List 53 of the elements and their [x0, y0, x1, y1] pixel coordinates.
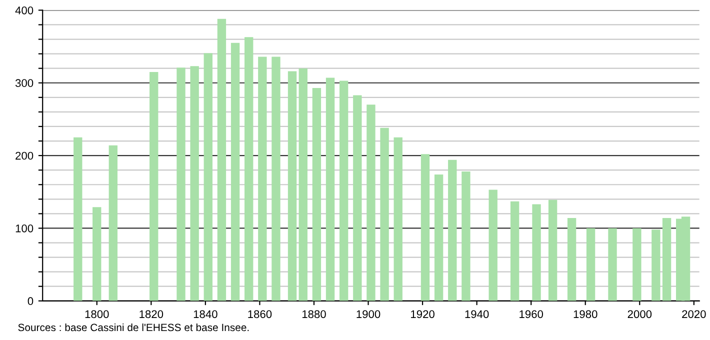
x-tick-label: 1900 [356, 310, 380, 318]
bar [448, 160, 457, 301]
bar [652, 230, 660, 301]
x-tick-label: 1940 [465, 310, 489, 318]
bar [608, 228, 617, 301]
bar [532, 204, 541, 301]
bar [548, 200, 558, 301]
bar [258, 56, 267, 301]
bar [662, 218, 672, 301]
bar [92, 207, 102, 301]
bar [420, 154, 430, 301]
bar [394, 137, 402, 301]
bar [244, 37, 254, 301]
bar [272, 56, 280, 301]
y-tick-label: 0 [28, 297, 34, 306]
x-tick-label: 1960 [520, 310, 544, 318]
bar [632, 228, 642, 301]
y-tick-label: 300 [15, 79, 34, 88]
x-tick-label: 1860 [248, 310, 272, 318]
y-tick-label: 400 [15, 6, 34, 14]
bar [434, 174, 444, 301]
source-note: Sources : base Cassini de l'EHESS et base Insee. [18, 323, 249, 332]
bar [230, 42, 240, 301]
bar [366, 104, 376, 301]
x-tick-label: 1880 [302, 310, 326, 318]
bar [567, 218, 576, 301]
bar [176, 68, 186, 301]
bar [586, 228, 596, 301]
bar [298, 68, 308, 301]
bar [288, 71, 297, 301]
bar [312, 88, 322, 301]
bar [339, 80, 348, 301]
x-tick-label: 1820 [140, 310, 164, 318]
bar [326, 78, 335, 301]
bar [190, 66, 199, 301]
bar [204, 53, 212, 301]
x-tick-label: 2020 [682, 310, 706, 318]
bar [488, 190, 498, 301]
x-tick-label: 1980 [574, 310, 598, 318]
bar [217, 18, 226, 301]
x-tick-label: 1840 [194, 310, 218, 318]
x-tick-label: 1920 [411, 310, 434, 318]
bar [462, 172, 470, 301]
bar [108, 145, 118, 301]
y-tick-label: 200 [16, 152, 34, 160]
bar [74, 137, 82, 301]
y-tick-label: 100 [16, 224, 34, 232]
bar [150, 72, 158, 301]
x-tick-label: 1800 [85, 310, 109, 318]
bar [380, 128, 389, 301]
bar [353, 95, 362, 301]
x-tick-label: 2000 [628, 310, 652, 318]
bar [510, 201, 520, 301]
